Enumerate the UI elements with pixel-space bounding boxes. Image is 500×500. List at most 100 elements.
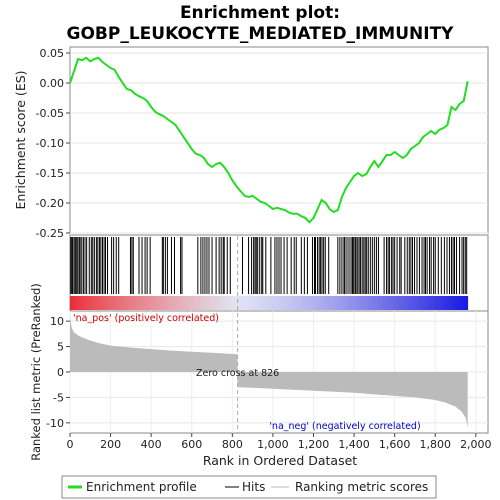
heat-cell (158, 296, 162, 310)
heat-cell (84, 296, 88, 310)
heat-cell (439, 296, 443, 310)
heat-cell (308, 296, 312, 310)
es-gridlines (70, 52, 488, 234)
heat-cell (206, 296, 210, 310)
heat-cell (81, 296, 85, 310)
es-tick-label: -0.25 (36, 227, 64, 240)
legend-enrichment-label: Enrichment profile (86, 480, 197, 494)
heat-cell (254, 296, 258, 310)
heat-cell (189, 296, 193, 310)
es-panel: 0.05 0.00 -0.05 -0.10 -0.15 -0.20 -0.25 Enrich… (13, 46, 489, 240)
legend-frame (61, 475, 437, 499)
metric-tick-label: -5 (53, 391, 64, 404)
x-tick-label: 400 (141, 438, 162, 451)
heat-cell (305, 296, 310, 310)
es-tick-label: -0.15 (36, 167, 64, 180)
heat-cell (251, 296, 256, 310)
heat-cell (186, 296, 190, 310)
heat-cell (234, 296, 239, 310)
heat-cell (345, 296, 349, 310)
heat-cell (368, 296, 372, 310)
heat-cell (317, 296, 321, 310)
heat-cell (209, 296, 213, 310)
heat-cell (413, 296, 417, 310)
heat-cell (271, 296, 275, 310)
heat-cell (75, 296, 79, 310)
heat-cell (280, 296, 284, 310)
heat-cell (175, 296, 179, 310)
heat-cell (183, 296, 187, 310)
heat-cell (240, 296, 244, 310)
es-y-ticks: 0.05 0.00 -0.05 -0.10 -0.15 -0.20 -0.25 (36, 47, 70, 240)
es-tick-label: 0.05 (40, 47, 65, 60)
positive-label: 'na_pos' (positively correlated) (73, 313, 219, 324)
heat-cell (348, 296, 352, 310)
legend: Enrichment profile Hits Ranking metric s… (61, 475, 437, 499)
heat-cell (356, 296, 361, 310)
heat-cell (248, 296, 253, 310)
heat-cell (98, 296, 102, 310)
x-tick-label: 0 (67, 438, 74, 451)
x-axis-label: Rank in Ordered Dataset (203, 453, 357, 468)
x-tick-label: 1,400 (338, 438, 370, 451)
heat-cell (180, 296, 185, 310)
heat-cell (212, 296, 216, 310)
heat-cell (143, 296, 148, 310)
heat-cell (152, 296, 156, 310)
metric-tick-label: 10 (50, 315, 64, 328)
heat-cell (231, 296, 236, 310)
heat-cell (95, 296, 99, 310)
heat-cell (118, 296, 122, 310)
heat-cell (416, 296, 420, 310)
heat-cell (121, 296, 125, 310)
heat-cell (427, 296, 432, 310)
heat-cell (300, 296, 304, 310)
heat-cell (362, 296, 366, 310)
chart-title: Enrichment plot: (180, 3, 340, 23)
es-tick-label: 0.00 (40, 77, 65, 90)
heat-cell (163, 296, 167, 310)
heat-cell (220, 296, 224, 310)
heat-cell (123, 296, 128, 310)
heat-cell (425, 296, 429, 310)
heat-cell (72, 296, 77, 310)
heat-cell (149, 296, 153, 310)
heat-cell (447, 296, 452, 310)
heat-cell (129, 296, 133, 310)
heat-cell (223, 296, 227, 310)
heat-cell (115, 296, 119, 310)
heat-cell (396, 296, 400, 310)
heat-cell (246, 296, 250, 310)
heat-cell (203, 296, 207, 310)
ranking-heat-bar (70, 296, 469, 310)
metric-tick-label: 0 (57, 366, 64, 379)
heat-cell (436, 296, 440, 310)
heat-cell (339, 296, 344, 310)
heat-cell (194, 296, 199, 310)
heat-cell (277, 296, 281, 310)
x-tick-label: 1,600 (379, 438, 411, 451)
x-tick-label: 1,200 (298, 438, 330, 451)
heat-cell (92, 296, 96, 310)
hit-marks (70, 237, 468, 294)
heat-cell (166, 296, 170, 310)
heat-cell (328, 296, 332, 310)
heat-cell (462, 296, 466, 310)
metric-y-ticks: 10 5 0 -5 -10 (46, 315, 70, 430)
heat-cell (422, 296, 426, 310)
metric-tick-label: 5 (57, 341, 64, 354)
heat-cell (399, 296, 403, 310)
heat-cell (325, 296, 329, 310)
heat-cell (138, 296, 142, 310)
heat-cell (408, 296, 412, 310)
heat-cell (382, 296, 386, 310)
heat-cell (433, 296, 437, 310)
heat-cell (405, 296, 409, 310)
es-panel-frame (69, 46, 489, 234)
heat-cell (214, 296, 219, 310)
x-tick-label: 1,800 (419, 438, 451, 451)
heat-cell (260, 296, 264, 310)
heat-cell (217, 296, 221, 310)
heat-cell (373, 296, 378, 310)
heat-cell (430, 296, 435, 310)
